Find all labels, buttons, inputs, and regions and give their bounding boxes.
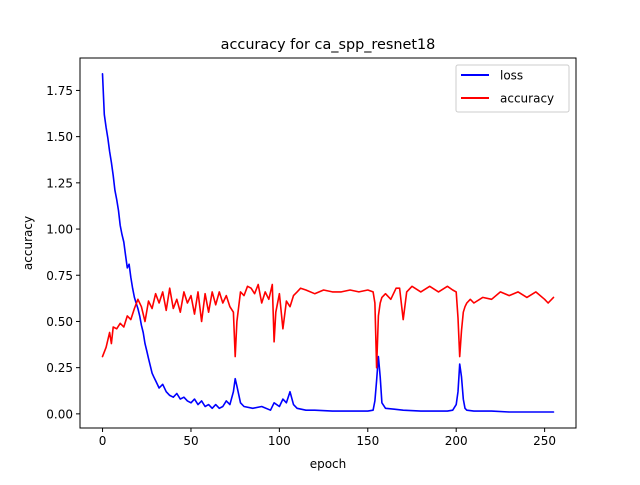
x-tick-label: 50	[183, 434, 198, 448]
y-tick-label: 1.25	[46, 176, 73, 190]
x-tick-label: 200	[445, 434, 468, 448]
legend-label-loss: loss	[500, 69, 523, 83]
y-axis-label: accuracy	[21, 216, 35, 270]
legend: loss accuracy	[455, 64, 570, 113]
legend-label-accuracy: accuracy	[500, 92, 554, 106]
x-tick-label: 100	[268, 434, 291, 448]
x-axis-label: epoch	[310, 457, 347, 471]
y-tick-label: 1.75	[46, 84, 73, 98]
x-tick-label: 250	[533, 434, 556, 448]
x-tick-label: 0	[99, 434, 107, 448]
y-tick-label: 0.75	[46, 269, 73, 283]
y-tick-label: 0.25	[46, 361, 73, 375]
legend-box	[455, 64, 570, 113]
x-tick-label: 150	[356, 434, 379, 448]
axes-frame	[79, 57, 577, 429]
y-tick-label: 0.00	[46, 407, 73, 421]
plot-area	[101, 73, 555, 413]
y-tick-label: 0.50	[46, 315, 73, 329]
tick-layer: 0 50 100 150 200 250 0.00 0.25 0.50 0.75 1.00 1.25 1…	[46, 84, 556, 448]
series-line-accuracy	[101, 283, 555, 369]
y-tick-label: 1.00	[46, 223, 73, 237]
series-line-loss	[101, 73, 555, 413]
y-tick-label: 1.50	[46, 130, 73, 144]
chart-title: accuracy for ca_spp_resnet18	[221, 37, 436, 53]
